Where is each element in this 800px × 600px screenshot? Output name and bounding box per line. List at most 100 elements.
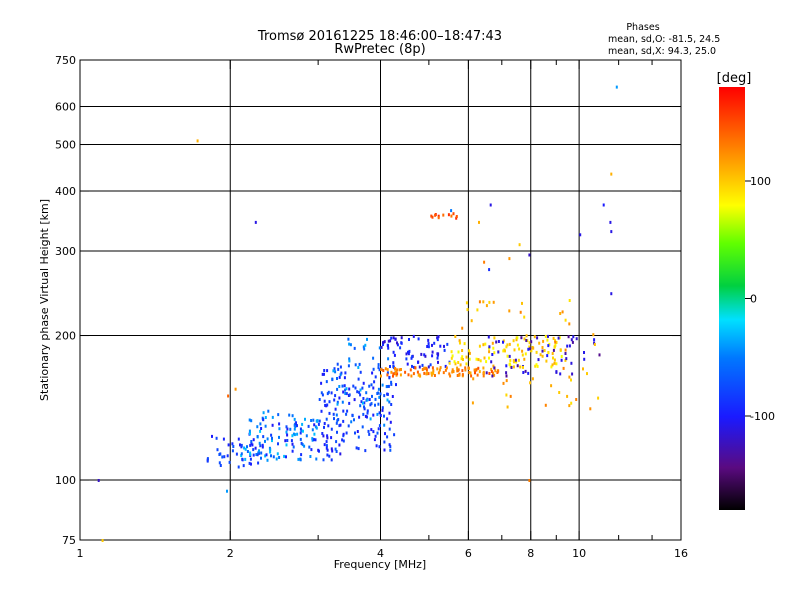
data-point	[421, 368, 424, 371]
data-point	[551, 352, 554, 355]
x-tick-label: 10	[572, 547, 586, 560]
data-point	[525, 339, 528, 342]
data-point	[317, 448, 320, 452]
data-point	[325, 380, 328, 384]
data-point	[269, 450, 272, 454]
phase-info-title: Phases	[626, 22, 659, 33]
data-point	[250, 440, 253, 443]
data-point	[252, 438, 255, 442]
data-point	[550, 384, 553, 388]
data-point	[461, 349, 464, 352]
data-point	[348, 357, 351, 361]
data-point	[328, 400, 331, 404]
data-point	[459, 363, 462, 367]
data-point	[491, 353, 494, 356]
data-point	[259, 422, 262, 426]
data-point	[491, 374, 494, 378]
data-point	[335, 413, 338, 417]
data-point	[101, 539, 104, 542]
data-point	[372, 413, 375, 417]
data-point	[333, 398, 336, 402]
data-point	[386, 368, 389, 372]
data-point	[482, 366, 485, 370]
data-point	[364, 414, 367, 418]
data-point	[264, 416, 267, 419]
data-point	[347, 424, 350, 428]
data-point	[547, 334, 549, 338]
data-point	[497, 350, 500, 354]
data-point	[283, 454, 286, 458]
data-point	[232, 445, 235, 448]
x-tick-label: 4	[377, 547, 384, 560]
data-point	[465, 362, 468, 366]
data-point	[427, 365, 430, 369]
data-point	[310, 419, 313, 422]
data-point	[615, 85, 618, 89]
data-point	[528, 345, 531, 349]
data-point	[383, 440, 386, 444]
data-point	[364, 449, 367, 453]
data-point	[423, 366, 426, 370]
data-point	[334, 407, 337, 411]
data-point	[431, 350, 434, 354]
data-point	[420, 352, 423, 356]
data-point	[378, 411, 381, 415]
data-point	[513, 348, 516, 352]
data-point	[341, 438, 344, 442]
data-point	[392, 350, 395, 354]
data-point	[398, 368, 401, 372]
data-point	[211, 434, 213, 438]
data-point	[564, 318, 567, 322]
data-point	[349, 343, 352, 347]
data-point	[523, 337, 526, 341]
data-point	[362, 381, 365, 385]
x-tick-label: 2	[227, 547, 234, 560]
data-point	[406, 362, 409, 366]
data-point	[522, 371, 525, 374]
data-point	[400, 336, 403, 340]
data-point	[324, 403, 327, 407]
data-point	[568, 322, 571, 326]
data-point	[270, 454, 272, 458]
data-point	[378, 445, 381, 449]
data-point	[246, 450, 249, 453]
data-point	[257, 451, 260, 455]
data-point	[383, 340, 386, 344]
data-point	[598, 353, 601, 357]
data-point	[502, 349, 505, 353]
data-point	[250, 419, 253, 423]
data-point	[570, 338, 573, 342]
data-point	[519, 365, 522, 369]
data-point	[382, 369, 385, 372]
data-point	[339, 423, 342, 427]
data-point	[564, 358, 567, 362]
data-point	[339, 373, 342, 377]
data-point	[357, 435, 360, 439]
data-point	[542, 339, 545, 343]
data-point	[583, 357, 586, 361]
data-point	[248, 461, 251, 465]
data-point	[336, 419, 339, 423]
data-point	[551, 363, 554, 367]
data-point	[383, 394, 386, 398]
data-point	[593, 338, 596, 342]
data-point	[478, 370, 481, 374]
data-point	[366, 398, 369, 402]
data-point	[297, 457, 300, 461]
data-point	[610, 172, 613, 176]
data-point	[328, 411, 331, 415]
x-tick-label: 6	[465, 547, 472, 560]
data-point	[431, 354, 434, 358]
data-point	[345, 387, 348, 391]
data-point	[589, 407, 592, 411]
data-point	[289, 427, 292, 431]
x-tick-label: 1	[77, 547, 84, 560]
data-point	[550, 365, 553, 369]
data-point	[405, 352, 408, 356]
data-point	[502, 381, 505, 385]
data-point	[388, 400, 391, 404]
data-point	[534, 364, 537, 368]
data-point	[231, 442, 234, 446]
data-point	[388, 375, 391, 379]
data-point	[474, 371, 476, 375]
